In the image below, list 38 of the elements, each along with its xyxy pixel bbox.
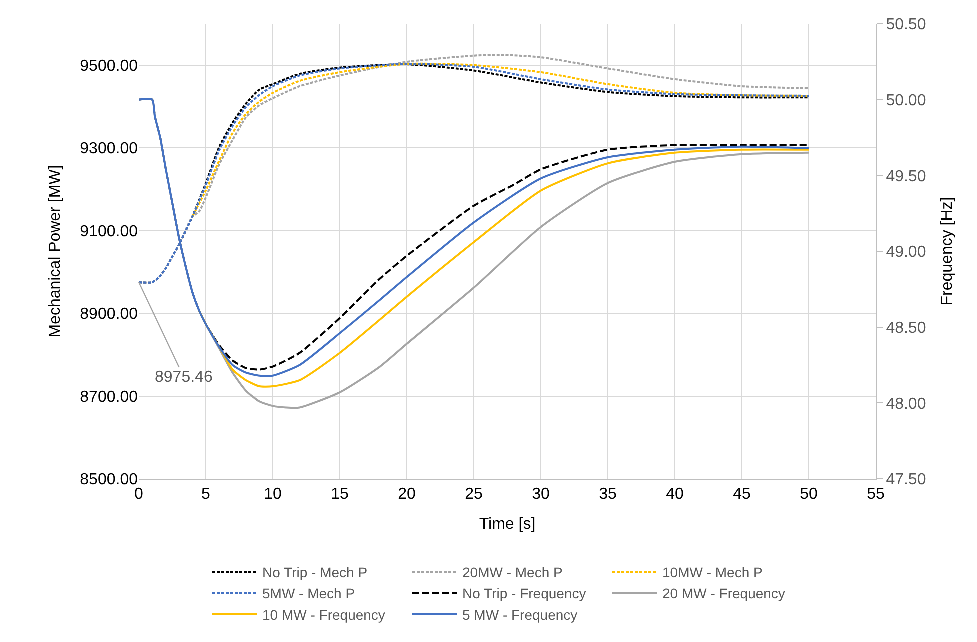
legend-label: 20MW - Mech P xyxy=(462,564,563,580)
y-tick-label: 9500.00 xyxy=(80,58,138,75)
x-tick-label: 20 xyxy=(398,486,416,504)
x-axis-title: Time [s] xyxy=(479,516,536,533)
legend-label: 10MW - Mech P xyxy=(662,564,763,580)
x-tick-label: 40 xyxy=(666,486,684,504)
legend-label: 5 MW - Frequency xyxy=(462,606,578,623)
x-tick-label: 0 xyxy=(134,486,144,504)
x-tick-label: 15 xyxy=(331,486,349,504)
legend-label: 5MW - Mech P xyxy=(262,586,356,602)
x-tick-label: 5 xyxy=(202,486,211,504)
y2-tick-label: 49.50 xyxy=(886,168,926,186)
legend-label: 10 MW - Frequency xyxy=(262,606,386,623)
line-series xyxy=(192,62,810,218)
y2-tick-label: 50.50 xyxy=(886,16,926,34)
x-tick-label: 45 xyxy=(733,486,751,504)
legend-label: No Trip - Mech P xyxy=(262,564,368,580)
y2-tick-label: 48.00 xyxy=(886,396,926,413)
x-tick-label: 25 xyxy=(465,486,483,504)
y-tick-label: 8700.00 xyxy=(80,388,138,406)
y-tick-label: 8500.00 xyxy=(80,472,138,489)
legend-label: 20 MW - Frequency xyxy=(662,586,786,602)
y-tick-label: 8900.00 xyxy=(80,306,138,324)
x-tick-label: 55 xyxy=(867,486,885,504)
y2-tick-label: 48.50 xyxy=(886,320,926,337)
y-axis-title: Mechanical Power [MW] xyxy=(47,165,64,338)
x-tick-label: 50 xyxy=(800,486,818,504)
y2-tick-label: 50.00 xyxy=(886,92,926,110)
x-tick-label: 10 xyxy=(264,486,282,504)
y2-axis-title: Frequency [Hz] xyxy=(939,197,956,306)
x-tick-label: 30 xyxy=(532,486,550,504)
x-tick-label: 35 xyxy=(599,486,617,504)
annotation: 8975.46 xyxy=(155,369,213,386)
y-tick-label: 9100.00 xyxy=(80,223,138,240)
y-tick-label: 9300.00 xyxy=(80,140,138,158)
y2-tick-label: 47.50 xyxy=(886,472,926,489)
y2-tick-label: 49.00 xyxy=(886,244,926,262)
legend-label: No Trip - Frequency xyxy=(462,586,586,602)
